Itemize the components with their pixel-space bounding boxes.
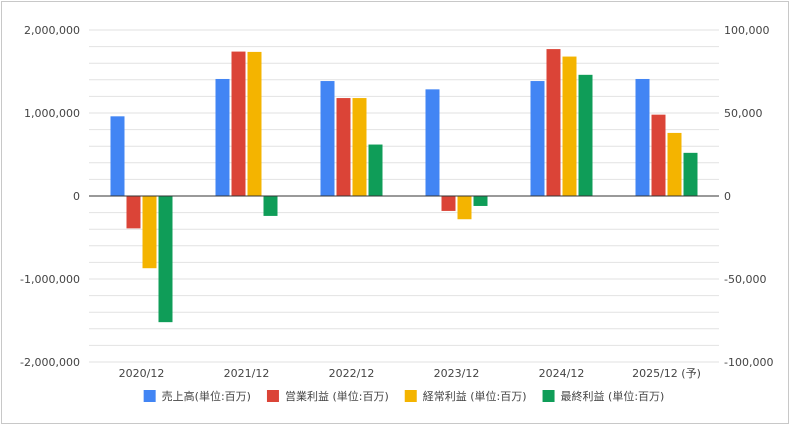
bar — [667, 132, 682, 196]
bar — [247, 51, 262, 196]
bar — [530, 81, 545, 196]
bar — [683, 152, 698, 196]
legend-swatch — [143, 390, 156, 402]
right-axis-ticks: 100,000 50,000 0 -50,000 -100,000 — [724, 24, 773, 369]
x-tick-label: 2021/12 — [224, 367, 270, 380]
bars — [110, 49, 698, 323]
left-tick-label: 0 — [73, 190, 80, 203]
bar — [320, 81, 335, 196]
legend-swatch — [542, 390, 555, 402]
bar — [425, 89, 440, 196]
bar — [578, 74, 593, 196]
legend: 売上高(単位:百万) 営業利益 (単位:百万) 経常利益 (単位:百万) 最終利益 (… — [143, 389, 665, 403]
bar — [441, 196, 456, 211]
bar — [635, 78, 650, 196]
bar — [142, 196, 157, 269]
x-tick-label: 2023/12 — [434, 367, 480, 380]
right-tick-label: 0 — [724, 190, 731, 203]
x-tick-label: 2020/12 — [119, 367, 165, 380]
bar — [263, 196, 278, 216]
bar — [110, 116, 125, 196]
bar — [651, 114, 666, 196]
x-tick-label: 2024/12 — [539, 367, 585, 380]
left-axis-ticks: 2,000,000 1,000,000 0 -1,000,000 -2,000,000 — [20, 24, 80, 369]
bar — [546, 49, 561, 197]
x-tick-label: 2022/12 — [329, 367, 375, 380]
legend-item: 経常利益 (単位:百万) — [404, 389, 527, 403]
legend-item: 最終利益 (単位:百万) — [542, 389, 665, 403]
left-tick-label: 2,000,000 — [24, 24, 80, 37]
bar — [215, 78, 230, 196]
bar — [562, 56, 577, 197]
legend-label: 経常利益 (単位:百万) — [423, 389, 527, 403]
bar — [473, 196, 488, 206]
gridlines — [89, 29, 719, 363]
right-tick-label: 50,000 — [724, 107, 763, 120]
bar — [231, 51, 246, 196]
bar — [352, 98, 367, 196]
x-tick-label: 2025/12 (予) — [632, 367, 701, 380]
bar — [126, 196, 141, 229]
bar — [457, 196, 472, 220]
legend-item: 売上高(単位:百万) — [143, 389, 251, 403]
bar — [158, 196, 173, 323]
legend-label: 売上高(単位:百万) — [162, 389, 251, 403]
right-tick-label: 100,000 — [724, 24, 770, 37]
x-axis-labels: 2020/12 2021/12 2022/12 2023/12 2024/12 2025/… — [119, 367, 701, 380]
left-tick-label: -1,000,000 — [20, 273, 80, 286]
right-tick-label: -50,000 — [724, 273, 766, 286]
legend-swatch — [404, 390, 417, 402]
left-tick-label: 1,000,000 — [24, 107, 80, 120]
legend-label: 最終利益 (単位:百万) — [561, 389, 665, 403]
legend-swatch — [266, 390, 279, 402]
legend-label: 営業利益 (単位:百万) — [285, 389, 389, 403]
legend-item: 営業利益 (単位:百万) — [266, 389, 389, 403]
left-tick-label: -2,000,000 — [20, 356, 80, 369]
right-tick-label: -100,000 — [724, 356, 773, 369]
bar — [368, 144, 383, 196]
bar — [336, 98, 351, 196]
